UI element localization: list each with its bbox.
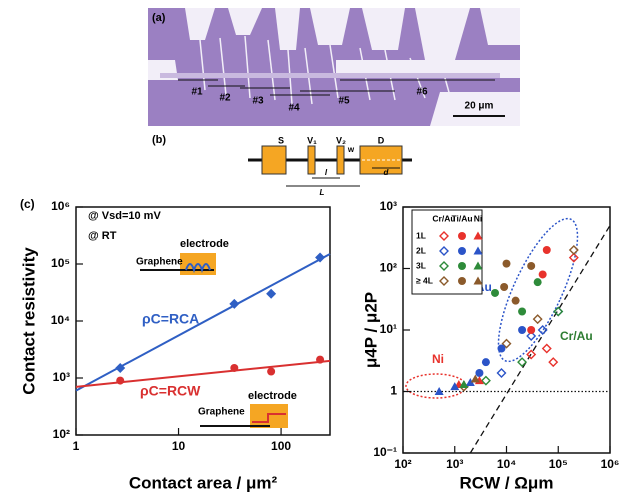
fit-line [76,361,330,387]
annotation: @ RT [88,230,117,242]
point [543,345,551,353]
x-tick-label: 1 [73,439,80,453]
legend-row: 1L [416,230,426,240]
x-tick-label: 10⁵ [549,457,568,471]
point [518,326,526,334]
x-tick-label: 10⁶ [601,457,620,471]
y-tick-label: 10⁵ [51,256,70,270]
panel-label: (b) [152,134,166,146]
region-label: #1 [191,87,203,98]
y-tick-label: 10⁻¹ [373,445,397,459]
legend-marker [458,247,466,255]
legend-column: Ni [474,213,483,223]
y-tick-label: 10⁶ [51,199,70,213]
contact-label: D [378,135,385,145]
annotation: Ni [432,352,444,366]
point [497,369,505,377]
panel-label: (c) [20,197,35,211]
annotation: electrode [248,390,297,402]
x-axis-label: Contact area / μm² [129,473,278,492]
x-tick-label: 10³ [446,457,463,471]
annotation: @ Vsd=10 mV [88,210,161,222]
series-label: ρC=RCA [142,311,199,327]
legend-column: Ti/Au [451,213,472,223]
x-tick-label: 100 [271,439,291,453]
y-tick-label: 10³ [380,199,397,213]
y-tick-label: 10¹ [380,322,397,336]
legend-row: 3L [416,260,426,270]
annotation: Graphene [198,407,245,418]
point [267,368,275,376]
point [503,260,511,268]
x-tick-label: 10 [172,439,186,453]
point [500,283,508,291]
point [491,289,499,297]
y-tick-label: 10⁴ [51,313,70,327]
legend-row: ≥ 4L [416,275,433,285]
x-axis-label: RCW / Ωμm [460,473,554,492]
contact-label: V₁ [307,135,317,145]
point [534,278,542,286]
dimension-label: L [320,188,325,197]
region-label: #6 [416,87,428,98]
annotation: Graphene [136,257,183,268]
y-tick-label: 1 [390,384,397,398]
annotation: Cr/Au [560,329,593,343]
legend-row: 2L [416,245,426,255]
legend-marker [458,232,466,240]
inset-graphene [140,270,270,426]
region-label: #2 [219,93,231,104]
dimension-label: w [347,145,355,154]
y-tick-label: 10² [53,427,70,441]
x-tick-label: 10² [394,457,411,471]
point [482,358,490,366]
x-tick-label: 10⁴ [497,457,516,471]
legend-marker [458,262,466,270]
contact-label: S [278,135,284,145]
annotation: electrode [180,238,229,250]
region-label: #4 [288,103,300,114]
point [527,262,535,270]
point [475,369,483,377]
point [266,289,276,299]
point [512,297,520,305]
point [116,377,124,385]
point [527,326,535,334]
point [230,364,238,372]
y-tick-label: 10³ [53,370,70,384]
figure: (a) #1 #2 #3 #4 #5 #6 20 μm (b) S V₁ V₂ … [0,0,643,499]
contact-label: V₂ [336,135,346,145]
point [549,358,557,366]
legend-marker [458,277,466,285]
y-axis-label: μ4P / μ2P [361,292,380,368]
series-label: ρC=RCW [140,383,201,399]
y-tick-label: 10² [380,261,397,275]
y-axis-label: Contact resistivity [19,247,38,395]
region-label: #5 [338,96,350,107]
region-label: #3 [252,96,264,107]
point [518,307,526,315]
scale-bar-label: 20 μm [465,101,494,112]
point [534,315,542,323]
graphene-flake [160,73,500,78]
point [539,270,547,278]
point [497,345,505,353]
panel-label: (a) [152,12,166,24]
point [543,246,551,254]
point [316,356,324,364]
dimension-label: l [325,168,328,177]
